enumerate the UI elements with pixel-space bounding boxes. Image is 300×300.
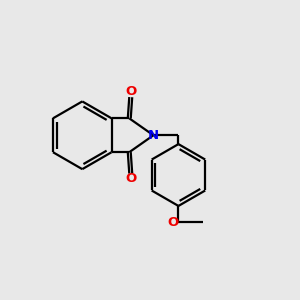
Text: O: O [125, 85, 136, 98]
Text: O: O [167, 216, 179, 229]
Text: N: N [148, 129, 159, 142]
Text: O: O [125, 172, 136, 185]
